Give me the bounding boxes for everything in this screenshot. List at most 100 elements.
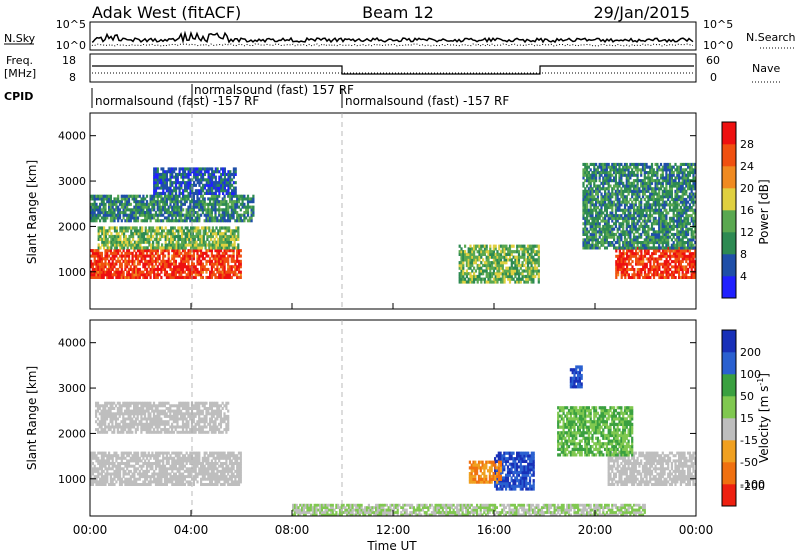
data-cell [91,454,94,458]
data-cell [670,246,673,250]
data-cell [631,216,634,220]
data-cell [162,234,165,239]
data-cell [135,229,138,233]
data-cell [121,243,124,247]
data-cell [182,167,185,171]
data-cell [99,237,102,241]
data-cell [656,222,659,226]
data-cell [685,230,688,234]
data-cell [658,168,661,172]
data-cell [462,250,465,254]
data-cell [130,226,133,230]
data-cell [530,244,533,248]
data-cell [239,194,242,198]
data-cell [122,249,125,253]
data-cell [162,265,165,269]
data-cell [629,235,632,239]
data-cell [223,254,226,258]
data-cell [113,254,116,258]
data-cell [635,257,638,261]
data-cell [248,205,251,209]
data-cell [228,200,232,204]
data-cell [652,192,655,196]
data-cell [227,259,230,263]
data-cell [174,254,177,258]
data-cell [115,246,118,250]
data-cell [234,211,237,215]
data-cell [658,235,661,239]
data-cell [598,187,601,191]
data-cell [221,208,224,212]
data-cell [111,464,114,468]
data-cell [593,238,596,242]
data-cell [607,197,610,201]
data-cell [501,277,504,281]
data-cell [177,232,180,236]
data-cell [609,192,612,196]
data-cell [224,229,227,233]
data-cell [494,255,497,259]
data-cell [474,274,477,279]
data-cell [667,262,670,266]
data-cell [239,202,242,206]
data-cell [611,192,614,196]
data-cell [688,206,691,210]
data-cell [154,181,158,185]
data-cell [192,257,195,261]
data-cell [647,216,650,220]
data-cell [216,181,219,185]
data-cell [149,262,152,266]
data-cell [154,191,158,195]
data-cell [102,213,105,217]
data-cell [217,246,220,250]
data-cell [611,195,614,199]
data-cell [104,243,107,247]
data-cell [154,275,158,279]
data-cell [108,262,111,266]
data-cell [492,280,495,284]
data-cell [217,237,220,241]
data-cell [616,214,619,218]
data-cell [216,197,219,201]
data-cell [516,258,519,262]
data-cell [173,265,176,269]
data-cell [609,171,612,175]
data-cell [514,269,517,273]
data-cell [226,246,229,250]
data-cell [196,213,199,217]
data-cell [678,197,681,201]
data-cell [201,202,204,206]
data-cell [679,208,682,212]
data-cell [171,237,175,241]
data-cell [593,216,596,220]
data-cell [607,200,610,204]
data-cell [586,192,589,196]
data-cell [458,252,461,256]
data-cell [582,192,585,196]
data-cell [670,176,673,180]
data-cell [104,197,107,201]
data-cell [485,269,488,273]
data-cell [117,454,120,458]
data-cell [191,270,194,274]
data-cell [154,167,158,171]
data-cell [131,270,134,274]
data-cell [607,184,610,188]
data-cell [108,456,111,460]
data-cell [139,246,142,250]
data-cell [641,192,645,196]
data-cell [638,257,641,261]
data-cell [596,206,599,210]
noise-left-label: N.Sky [4,32,36,45]
data-cell [183,216,186,220]
frequency-panel: Freq. [MHz] 18 8 60 0 Nave [4,53,780,84]
data-cell [589,197,592,201]
data-cell [189,202,192,206]
data-cell [652,260,656,264]
data-cell [188,243,191,247]
data-cell [667,243,670,247]
data-cell [613,176,616,180]
data-cell [109,216,112,220]
data-cell [587,230,590,234]
